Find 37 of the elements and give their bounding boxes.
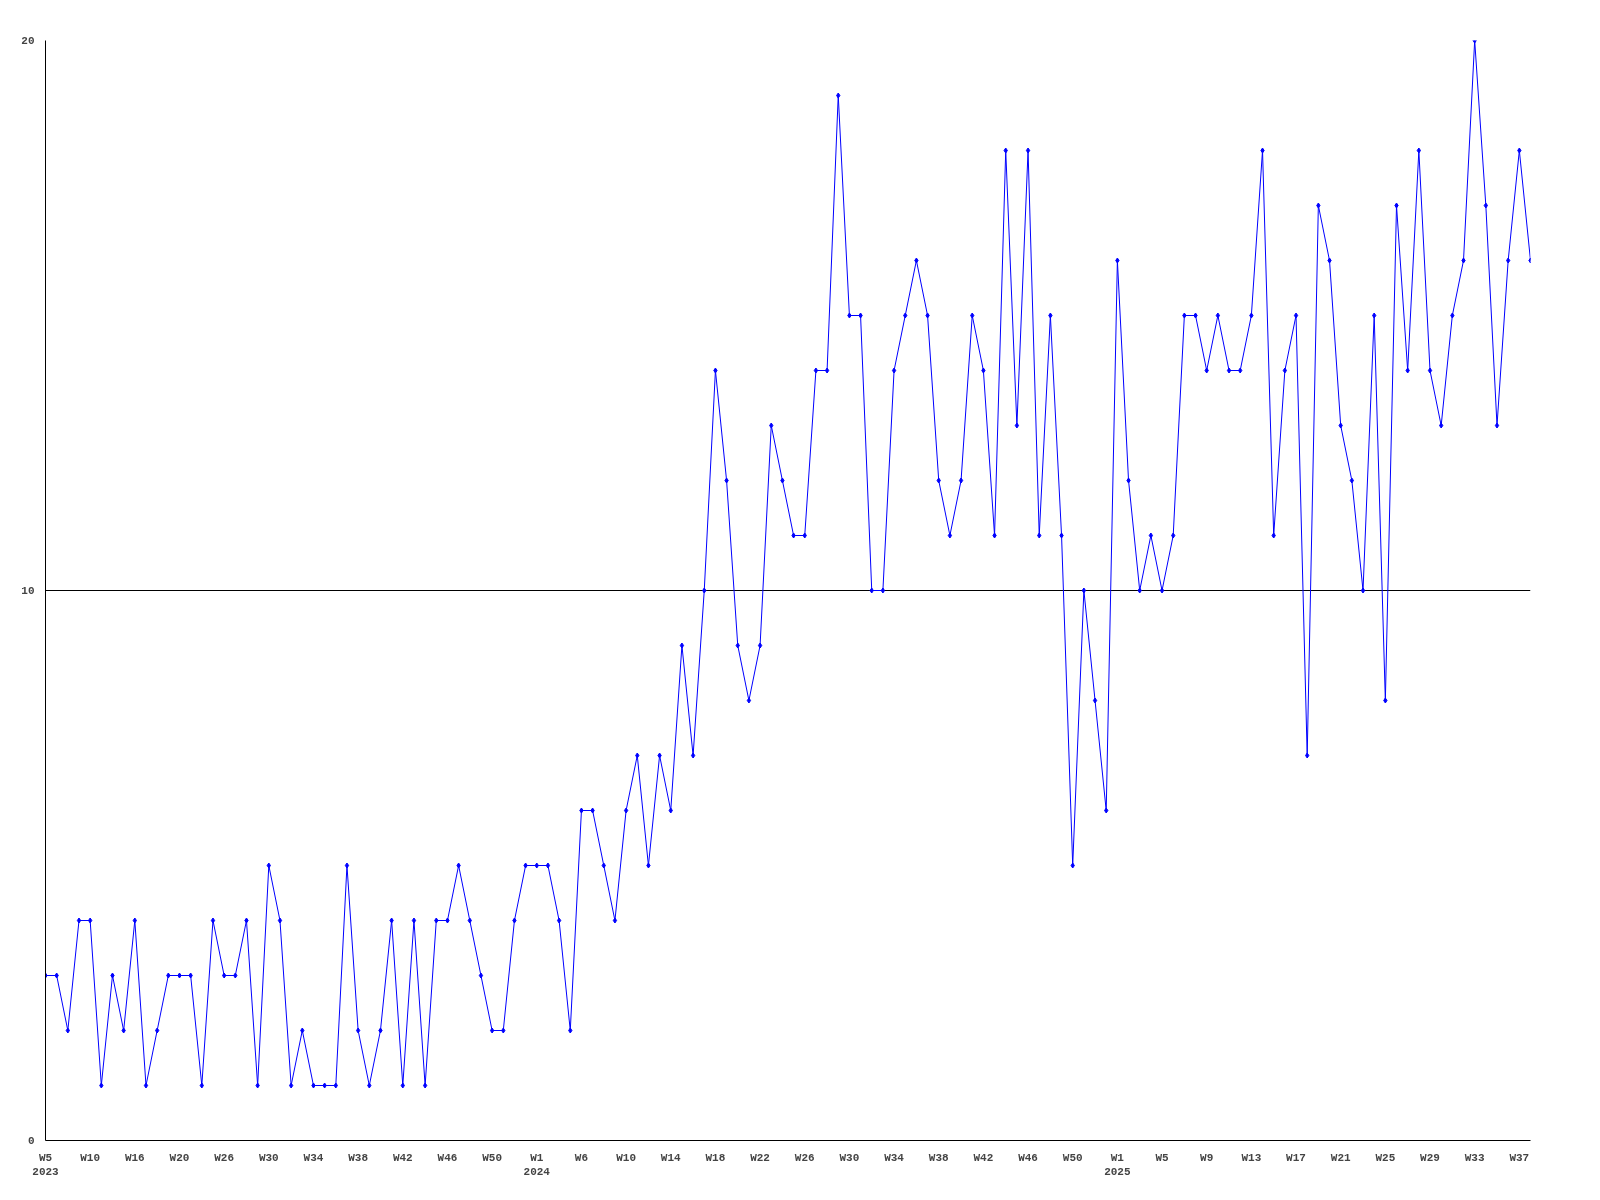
x-tick-label: W5 2023: [32, 1151, 60, 1178]
y-tick-label: 10: [21, 585, 35, 597]
x-tick-label: W50: [482, 1151, 503, 1164]
x-tick-label: W5: [1155, 1151, 1170, 1164]
x-tick-label: W42: [973, 1151, 994, 1164]
x-tick-label: W38: [928, 1151, 950, 1164]
x-tick-label: W13: [1241, 1151, 1262, 1164]
x-tick-label: W30: [839, 1151, 860, 1164]
x-tick-label: W33: [1464, 1151, 1485, 1164]
x-tick-label: W42: [392, 1151, 413, 1164]
x-tick-label: W22: [750, 1151, 770, 1164]
x-tick-label: W18: [705, 1151, 726, 1164]
x-tick-label: W46: [437, 1151, 458, 1164]
x-tick-label: W34: [303, 1151, 324, 1164]
x-tick-label: W1 2025: [1104, 1151, 1131, 1178]
x-tick-label: W21: [1330, 1151, 1351, 1164]
x-tick-label: W26: [214, 1151, 235, 1164]
x-tick-label: W16: [124, 1151, 145, 1164]
x-tick-label: W10: [616, 1151, 637, 1164]
x-tick-label: W10: [80, 1151, 101, 1164]
x-tick-label: W37: [1509, 1151, 1530, 1164]
x-tick-label: W26: [794, 1151, 815, 1164]
x-tick-label: W30: [258, 1151, 279, 1164]
x-tick-label: W9: [1200, 1151, 1214, 1164]
x-tick-label: W29: [1420, 1151, 1440, 1164]
y-tick-label: 0: [27, 1135, 35, 1147]
x-tick-label: W50: [1062, 1151, 1083, 1164]
x-tick-label: W25: [1375, 1151, 1396, 1164]
x-tick-label: W17: [1286, 1151, 1306, 1164]
x-tick-label: W46: [1018, 1151, 1038, 1164]
x-tick-label: W34: [884, 1151, 905, 1164]
x-tick-label: W6: [574, 1151, 589, 1164]
x-tick-label: W20: [169, 1151, 190, 1164]
x-tick-label: W14: [660, 1151, 682, 1164]
y-tick-label: 20: [21, 35, 35, 47]
x-tick-label: W1 2024: [523, 1151, 551, 1178]
x-tick-label: W38: [348, 1151, 369, 1164]
